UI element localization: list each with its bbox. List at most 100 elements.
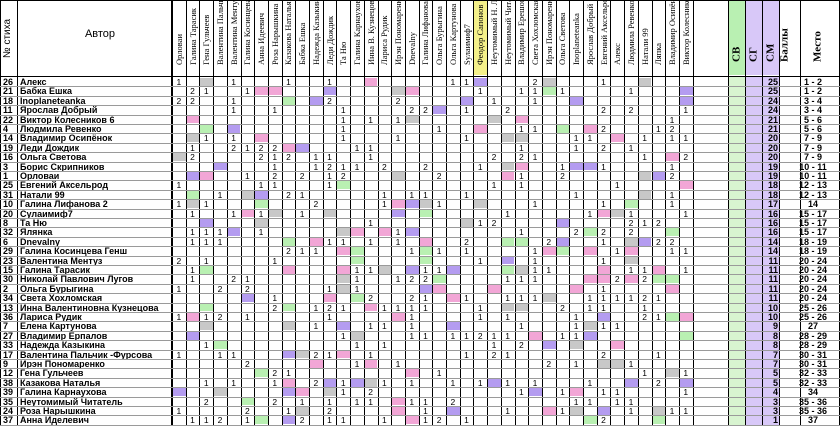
vote-cell: 1: [231, 377, 236, 388]
score-cell: [745, 255, 762, 265]
vote-cell: 1: [642, 368, 647, 379]
grid-vline: [419, 0, 420, 425]
grid-hline: [0, 340, 840, 342]
judge-header: Галина Косинцева Г: [241, 1, 255, 75]
vote-cell: 1: [190, 142, 195, 153]
vote-cell: 1: [423, 265, 428, 275]
judge-header: Алекс: [610, 1, 624, 75]
row-number: 22: [3, 114, 14, 125]
score-cell: [762, 95, 779, 106]
vote-cell: [542, 293, 556, 303]
vote-cell: [652, 406, 666, 415]
grid-vline: [0, 0, 1, 425]
judge-name: Та Ню: [337, 41, 348, 65]
vote-cell: 1: [272, 152, 278, 163]
vote-cell: 1: [368, 236, 373, 247]
judge-header: Ольга Бурыгина: [432, 1, 446, 75]
vote-cell: 1: [286, 368, 291, 379]
grid-hline: [0, 312, 840, 313]
row-total: 24: [767, 95, 778, 106]
vote-cell: [447, 406, 460, 415]
row-author: Владимир Осипёнок: [20, 133, 113, 144]
vote-cell: 1: [368, 114, 373, 125]
row-author: Елена Картунова: [20, 321, 97, 332]
vote-cell: 1: [601, 283, 606, 294]
row-author: Надежда Казыкина: [20, 340, 106, 351]
grid-hline: [0, 321, 840, 323]
grid-vline: [241, 0, 242, 425]
vote-cell: [255, 199, 268, 209]
grid-vline: [610, 0, 611, 425]
grid-vline: [282, 0, 283, 425]
vote-cell: 1: [505, 312, 510, 322]
vote-cell: 1: [272, 161, 278, 172]
vote-cell: 1: [409, 189, 415, 200]
row-total: 10: [767, 312, 778, 322]
vote-cell: 2: [286, 152, 291, 163]
vote-cell: 1: [354, 340, 360, 351]
row-total: 19: [767, 161, 778, 172]
row-number: 31: [3, 189, 14, 200]
judge-name: Роза Нарышкина: [269, 3, 280, 65]
vote-cell: 1: [203, 340, 209, 351]
judge-header: Владимир Осипёнок: [665, 1, 679, 75]
score-cell: [745, 218, 762, 228]
row-author: Людмила Ревенко: [20, 124, 102, 134]
row-place: 1 - 2: [803, 86, 822, 97]
score-cell: [745, 312, 762, 322]
vote-cell: [652, 274, 666, 284]
row-place: 10 - 11: [799, 171, 827, 181]
vote-cell: 1: [395, 227, 401, 238]
vote-cell: [679, 86, 693, 96]
grid-vline: [309, 0, 310, 425]
score-cell: [728, 283, 745, 294]
vote-cell: [227, 227, 241, 237]
row-author: Бабка Ешка: [20, 86, 73, 97]
vote-cell: 1: [395, 236, 401, 247]
vote-cell: [529, 331, 542, 340]
vote-cell: 2: [560, 302, 565, 313]
vote-cell: [173, 152, 186, 162]
vote-cell: 1: [642, 265, 647, 275]
judge-name: Феодор Сапонов: [474, 4, 485, 65]
row-number: 11: [3, 105, 13, 116]
vote-cell: 1: [381, 340, 387, 351]
vote-cell: 2: [327, 161, 332, 172]
vote-cell: 2: [272, 368, 278, 379]
judge-header: Ирэн Пономаренко: [542, 1, 556, 75]
grid-hline: [0, 387, 840, 389]
vote-cell: 2: [505, 105, 510, 116]
judge-name: Неутомимый Читатель: [502, 1, 513, 65]
vote-cell: [337, 246, 351, 256]
vote-cell: [214, 162, 227, 171]
vote-cell: [282, 387, 296, 397]
row-total: 21: [767, 114, 778, 125]
vote-cell: [296, 350, 309, 359]
vote-cell: [419, 246, 433, 256]
row-author: Валентина Пальчик -Фурсова: [20, 349, 153, 360]
vote-cell: 1: [258, 180, 264, 191]
vote-cell: [488, 115, 501, 124]
vote-cell: 1: [614, 246, 620, 257]
score-cell: [762, 387, 779, 397]
vote-cell: 1: [655, 124, 661, 134]
row-total: 11: [768, 255, 778, 266]
vote-cell: [282, 237, 296, 246]
vote-cell: 1: [327, 349, 332, 360]
grid-vline: [652, 0, 653, 425]
score-cell: [745, 406, 762, 416]
vote-cell: [405, 227, 419, 237]
vote-cell: [337, 227, 351, 237]
row-place: 32 - 33: [798, 368, 828, 379]
score-cell: [728, 77, 745, 87]
vote-cell: [515, 115, 529, 124]
judge-header: Роза Нарышкина: [268, 1, 282, 75]
score-cell: [762, 161, 779, 171]
vote-cell: 2: [176, 255, 182, 266]
vote-cell: [364, 77, 378, 86]
vote-cell: 1: [354, 283, 360, 294]
vote-cell: 1: [381, 199, 387, 210]
vote-cell: 1: [683, 208, 689, 219]
vote-cell: 2: [491, 152, 497, 163]
vote-cell: 1: [327, 312, 332, 322]
